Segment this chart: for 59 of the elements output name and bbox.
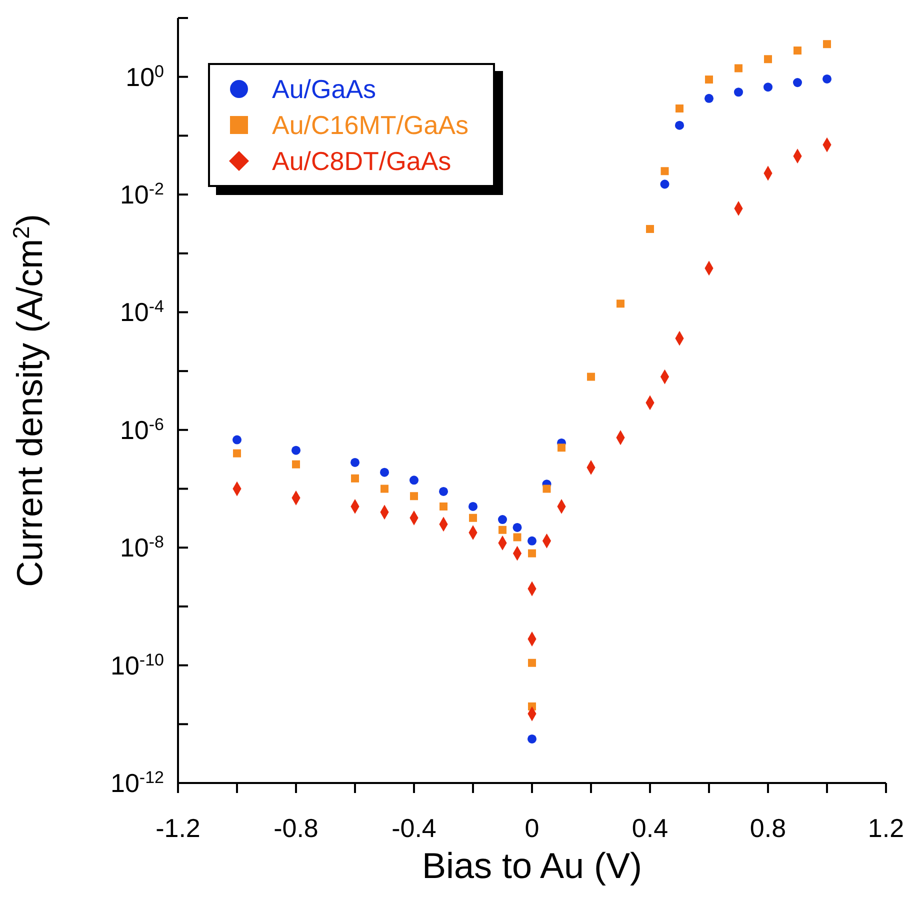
point [734,64,742,72]
point [380,468,390,477]
point [764,55,772,64]
point [674,120,684,130]
point [527,536,537,546]
point [438,486,448,496]
point [440,502,448,510]
point [792,78,802,88]
point [587,372,595,381]
point [350,458,360,467]
point [823,40,831,48]
x-tick-label: -0.4 [392,813,436,843]
y-tick-label: 10$^{0}$ [126,61,164,92]
point [794,46,802,55]
y-tick-label: 10$^{-2}$ [120,179,164,210]
point [676,104,684,112]
y-tick-label: 10$^{-6}$ [120,414,164,445]
point [527,734,537,744]
point [291,446,301,455]
y-tick-label: 10$^{-10}$ [110,650,164,680]
point [292,460,300,468]
point [512,522,522,532]
point [513,533,522,542]
point [646,224,654,233]
x-tick-label: -1.2 [156,813,200,843]
point [469,514,477,522]
point [232,435,242,444]
point [468,502,478,511]
legend-label: Au/GaAs [272,74,376,104]
y-tick-label: 10$^{-8}$ [120,532,164,563]
legend-label: Au/C16MT/GaAs [272,110,469,140]
x-tick-label: -0.8 [274,813,318,843]
point [822,74,832,84]
x-tick-label: 0.4 [632,813,668,843]
point [558,444,566,452]
x-tick-label: 1.2 [868,813,904,843]
point [351,474,359,482]
x-axis-title: Bias to Au (V) [422,845,642,886]
point [734,88,744,97]
point [410,492,418,500]
x-tick-label: 0 [524,813,540,843]
point [616,300,624,308]
point [660,180,670,189]
point [528,549,536,558]
point [233,449,241,458]
point [380,484,388,493]
point [705,76,713,84]
point [660,167,669,176]
point [704,94,714,103]
x-tick-label: 0.8 [750,813,786,843]
y-tick-label: 10$^{-12}$ [110,768,164,798]
point [409,476,419,485]
point [542,484,551,493]
y-tick-label: 10$^{-4}$ [120,296,164,328]
point [498,526,506,534]
point [498,515,508,524]
point [763,82,773,92]
point [528,658,536,667]
legend-label: Au/C8DT/GaAs [272,146,452,176]
